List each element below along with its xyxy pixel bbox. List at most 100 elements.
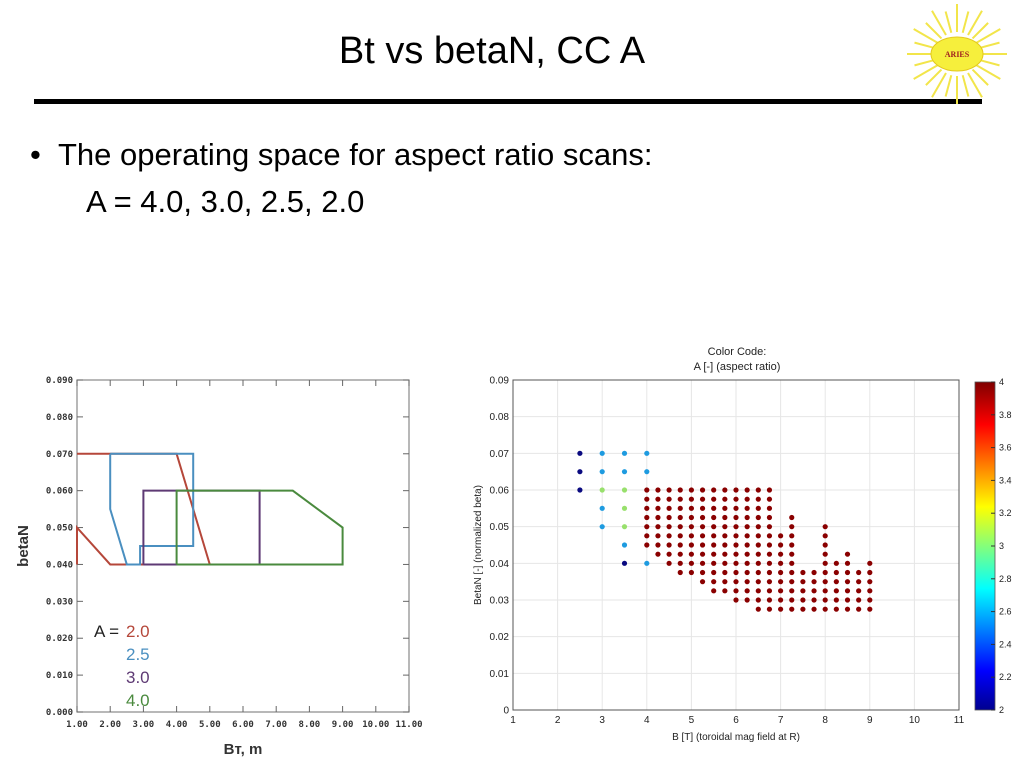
data-point-a-4 [644,514,650,521]
data-point-a-4 [833,579,839,585]
y-tick-label: 0.040 [46,560,73,570]
data-point-a-4 [833,588,839,594]
legend-entry-2.5: 2.5 [126,645,150,664]
data-point-a-4 [755,569,761,576]
data-point-a-4 [755,588,761,594]
x-tick-label: 2 [555,715,561,726]
data-point-a-4 [699,551,706,557]
data-point-a-4 [722,487,728,493]
data-point-a-4 [655,551,661,557]
data-point-a-4 [800,569,806,576]
colorbar-tick-label: 3.2 [999,508,1012,518]
data-point-a-2 [621,560,628,566]
data-point-a-4 [822,524,828,530]
data-point-a-4 [778,597,784,603]
data-point-a-4 [822,533,828,539]
data-point-a-4 [856,569,862,576]
data-point-a-4 [722,551,728,557]
data-point-a-2.5 [599,524,605,530]
data-point-a-4 [822,551,828,557]
data-point-a-4 [766,606,773,612]
series-line-4.0 [175,489,344,566]
data-point-a-4 [755,487,761,493]
data-point-a-4 [644,496,650,502]
data-point-a-3 [621,487,628,493]
data-point-a-4 [677,496,683,502]
data-point-a-4 [766,496,773,502]
data-point-a-4 [733,505,739,511]
data-point-a-4 [733,524,739,530]
data-point-a-4 [867,597,873,603]
data-point-a-4 [844,588,851,594]
y-tick-label: 0.060 [46,487,73,497]
y-tick-label: 0.000 [46,708,73,718]
data-point-a-4 [744,569,750,576]
data-point-a-4 [711,496,717,502]
data-point-a-4 [833,606,839,612]
data-point-a-4 [867,588,873,594]
data-point-a-4 [722,542,728,548]
data-point-a-2 [577,469,583,475]
data-point-a-4 [766,551,773,557]
data-point-a-4 [778,560,784,566]
legend-entry-2.0: 2.0 [126,622,150,641]
data-point-a-4 [733,496,739,502]
data-point-a-4 [744,524,750,530]
data-point-a-2.5 [644,560,650,566]
x-tick-label: 1 [510,715,516,726]
chart-title: Color Code: [708,346,767,358]
data-point-a-4 [666,496,672,502]
data-point-a-4 [677,569,683,576]
colorbar-tick-label: 3.4 [999,475,1012,485]
x-axis-label: B [T] (toroidal mag field at R) [672,732,800,743]
legend-entry-4.0: 4.0 [126,691,150,710]
left-chart: 0.000 0.010 0.020 0.030 0.040 0.050 0.060 0.070… [15,376,423,758]
data-point-a-4 [766,560,773,566]
x-tick-label: 6 [733,715,739,726]
data-point-a-4 [677,551,683,557]
x-tick-label: 11.00 [395,720,422,730]
colorbar-tick-label: 3.6 [999,443,1012,453]
x-tick-label: 8.00 [299,720,321,730]
data-point-a-4 [699,560,706,566]
x-tick-label: 7.00 [265,720,287,730]
aries-logo: ARIES [907,4,1007,104]
y-tick-label: 0.07 [490,449,510,460]
data-point-a-4 [755,579,761,585]
data-point-a-2.5 [599,505,605,511]
data-point-a-4 [722,569,728,576]
y-tick-label: 0.09 [490,376,510,387]
data-point-a-4 [867,606,873,612]
data-point-a-4 [644,524,650,530]
data-point-a-4 [822,569,828,576]
data-point-a-4 [688,533,694,539]
y-tick-label: 0.070 [46,450,73,460]
chart-subtitle: A [-] (aspect ratio) [694,361,781,373]
data-point-a-2.5 [621,542,628,548]
data-point-a-4 [644,487,650,493]
data-point-a-2 [577,487,583,493]
data-point-a-4 [800,588,806,594]
data-point-a-4 [789,542,795,548]
data-point-a-4 [789,524,795,530]
data-point-a-4 [733,551,739,557]
data-point-a-4 [655,487,661,493]
x-tick-label: 9 [867,715,873,726]
data-point-a-4 [822,579,828,585]
data-point-a-4 [711,588,717,594]
data-point-a-4 [744,579,750,585]
bullet-dot-icon: • [30,137,41,172]
y-tick-label: 0.010 [46,671,73,681]
logo-text: ARIES [945,50,970,59]
data-point-a-4 [655,542,661,548]
data-point-a-4 [655,524,661,530]
data-point-a-4 [789,588,795,594]
data-point-a-2.5 [644,450,650,456]
data-point-a-4 [744,588,750,594]
data-point-a-4 [822,560,828,566]
data-point-a-4 [744,505,750,511]
data-point-a-4 [800,579,806,585]
x-tick-label: 10.00 [362,720,389,730]
bullet-item: • The operating space for aspect ratio sc… [30,137,653,173]
data-point-a-2.5 [621,469,628,475]
